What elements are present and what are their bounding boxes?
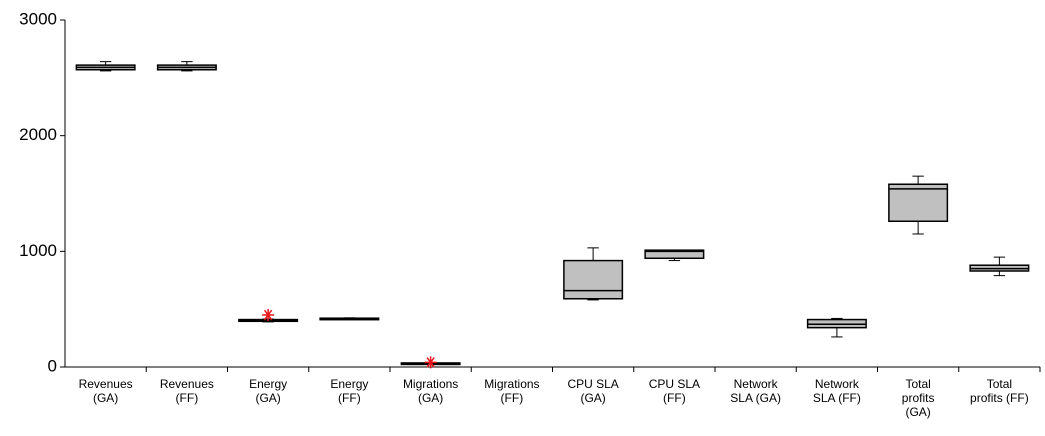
x-tick-label-line: Energy [330, 377, 368, 391]
x-tick-label: Revenues (FF) [160, 377, 214, 405]
x-tick-label-line: Network [815, 377, 860, 391]
x-tick-label-line: Network [734, 377, 779, 391]
y-tick-label: 2000 [19, 125, 57, 144]
x-tick-label-line: (FF) [338, 391, 361, 405]
x-tick-label-line: (GA) [418, 391, 443, 405]
x-tick-label: Network SLA (GA) [730, 377, 781, 405]
x-tick-label-line: Revenues [160, 377, 214, 391]
x-tick-label: CPU SLA (FF) [649, 377, 700, 405]
x-tick-label-line: Energy [249, 377, 287, 391]
x-tick-label-line: CPU SLA [567, 377, 618, 391]
x-tick-label: Network SLA (FF) [813, 377, 861, 405]
x-tick-label: Migrations (FF) [484, 377, 539, 405]
x-tick-label-line: Migrations [403, 377, 458, 391]
x-tick-label-line: (GA) [93, 391, 118, 405]
box [888, 183, 949, 223]
x-tick-label-line: SLA (GA) [730, 391, 781, 405]
x-tick-label: Total profits (GA) [902, 377, 935, 419]
x-tick-label-line: CPU SLA [649, 377, 700, 391]
y-tick-label: 1000 [19, 241, 57, 260]
x-tick-label-line: Total [987, 377, 1012, 391]
x-tick-label: Energy (FF) [330, 377, 368, 405]
x-tick-label-line: profits [902, 391, 935, 405]
x-tick-label: Migrations (GA) [403, 377, 458, 405]
x-tick-label: Revenues (GA) [79, 377, 133, 405]
y-tick-label: 3000 [19, 9, 57, 28]
x-tick-label: Total profits (FF) [970, 377, 1029, 405]
outlier [262, 308, 275, 321]
x-tick-label: CPU SLA (GA) [567, 377, 618, 405]
x-tick-label-line: (FF) [501, 391, 524, 405]
x-tick-label-line: Migrations [484, 377, 539, 391]
x-tick-label-line: (GA) [580, 391, 605, 405]
x-tick-label-line: Revenues [79, 377, 133, 391]
x-tick-label: Energy (GA) [249, 377, 287, 405]
x-tick-label-line: (GA) [255, 391, 280, 405]
x-tick-label-line: SLA (FF) [813, 391, 861, 405]
x-tick-label-line: profits (FF) [970, 391, 1029, 405]
y-tick-label: 0 [48, 356, 57, 375]
box [563, 259, 624, 300]
x-tick-label-line: (FF) [176, 391, 199, 405]
x-tick-label-line: Total [905, 377, 930, 391]
box [644, 249, 705, 260]
x-tick-label-line: (GA) [905, 405, 930, 419]
x-tick-label-line: (FF) [663, 391, 686, 405]
outlier [424, 356, 437, 369]
